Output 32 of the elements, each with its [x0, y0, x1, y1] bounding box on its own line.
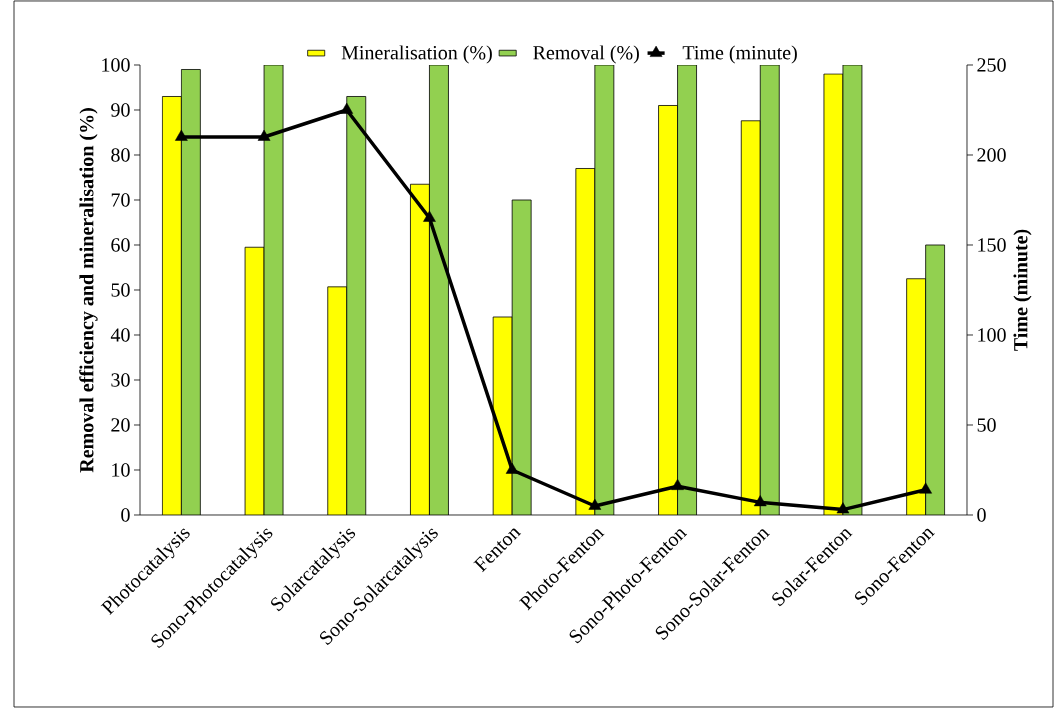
- point: [257, 129, 271, 141]
- point: [175, 129, 188, 141]
- y2-tick-label: 200: [977, 148, 1006, 162]
- legend-label: Time (minute): [682, 45, 797, 64]
- y-tick-label: 0: [121, 508, 130, 522]
- y-tick-label: 50: [111, 283, 130, 297]
- y2-tick-label: 150: [978, 238, 1006, 252]
- legend-label: Mineralisation (%): [341, 45, 492, 64]
- y-tick-label: 100: [102, 58, 130, 72]
- point: [423, 210, 436, 222]
- point: [340, 102, 354, 114]
- y2-tick-label: 250: [977, 58, 1006, 72]
- point: [836, 502, 850, 514]
- point: [753, 495, 767, 507]
- y-axis-title: Removal efficiency and mineralisation (%): [79, 108, 98, 473]
- y-tick-label: 90: [111, 103, 130, 117]
- y-tick-label: 30: [111, 373, 130, 387]
- y2-tick-label: 0: [977, 508, 986, 522]
- y-tick-label: 60: [111, 238, 130, 252]
- y-tick-label: 20: [111, 418, 130, 432]
- legend-label: Removal (%): [533, 45, 639, 64]
- point: [671, 478, 684, 490]
- y-tick-label: 70: [111, 193, 130, 207]
- y2-tick-label: 50: [977, 418, 996, 432]
- y-tick-label: 10: [112, 463, 130, 477]
- y2-axis-title: Time (minute): [1013, 229, 1032, 351]
- y-tick-label: 40: [110, 328, 130, 342]
- point: [919, 482, 932, 494]
- point: [505, 462, 519, 474]
- point: [588, 498, 602, 510]
- y2-tick-label: 100: [978, 328, 1006, 342]
- y-tick-label: 80: [111, 148, 130, 162]
